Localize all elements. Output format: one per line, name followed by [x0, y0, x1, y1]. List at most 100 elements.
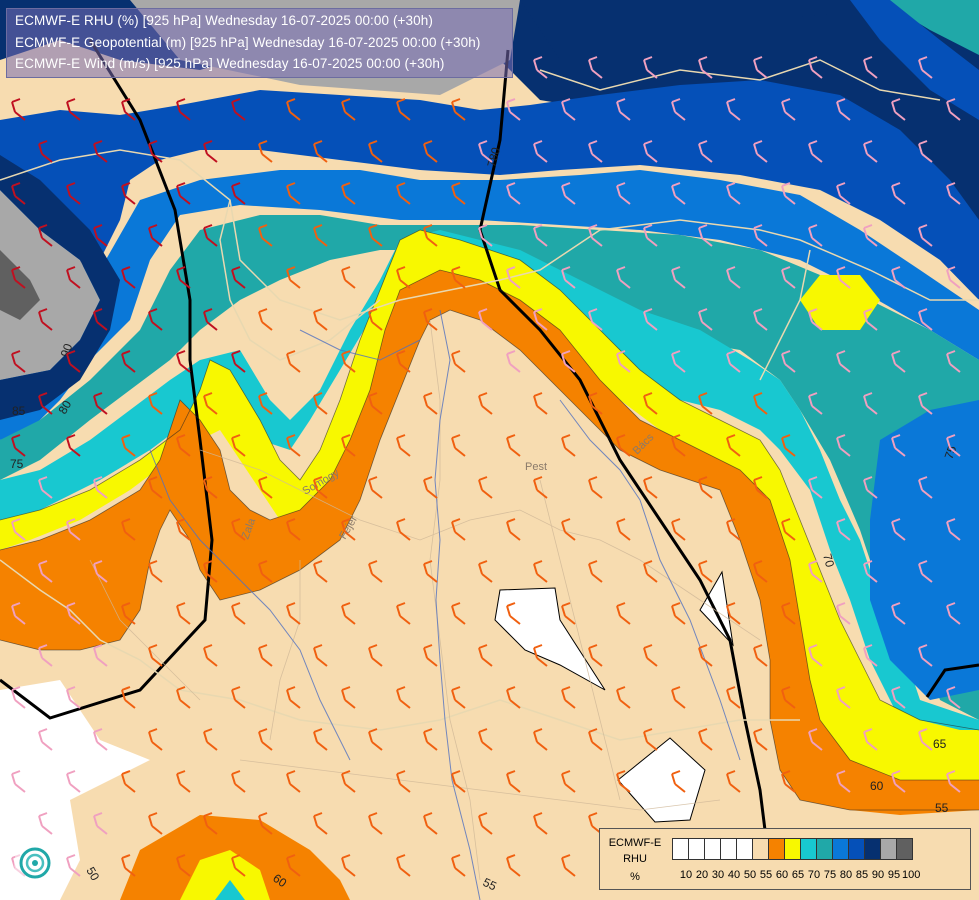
wind-barb	[863, 560, 878, 583]
wind-barb	[616, 182, 631, 205]
wind-barb	[368, 644, 383, 667]
wind-barb	[561, 854, 576, 877]
wind-barb	[781, 434, 796, 457]
wind-barb	[176, 770, 191, 793]
wind-barb	[203, 560, 218, 583]
wind-barb	[863, 56, 878, 79]
wind-barb	[231, 602, 246, 625]
wind-barb	[588, 392, 603, 415]
legend-swatch	[688, 838, 705, 860]
wind-barb	[93, 140, 108, 163]
wind-barb	[753, 392, 768, 415]
wind-barb	[451, 182, 466, 205]
wind-barb	[753, 476, 768, 499]
wind-barb	[808, 476, 823, 499]
wind-barb	[11, 350, 26, 373]
wind-barb	[616, 266, 631, 289]
wind-barb	[891, 434, 906, 457]
wind-barb	[11, 602, 26, 625]
wind-barb	[11, 770, 26, 793]
rhu-50-area-3	[617, 737, 706, 823]
legend-unit: %	[630, 871, 640, 883]
legend-swatch	[720, 838, 737, 860]
rhu-90-band-left	[0, 155, 120, 420]
legend: ECMWF-E RHU % 10 20 30 40 50 55 60 65 70 75 80 85 90…	[599, 828, 971, 890]
ecmwf-logo	[14, 842, 56, 884]
wind-barb	[451, 350, 466, 373]
wind-barb	[66, 686, 81, 709]
wind-barb	[286, 98, 301, 121]
wind-barb	[148, 140, 163, 163]
rhu-90-band	[0, 0, 979, 240]
legend-tick: 85	[855, 869, 869, 881]
wind-barb	[616, 770, 631, 793]
wind-barb	[753, 56, 768, 79]
wind-barb	[863, 308, 878, 331]
legend-tick: 95	[887, 869, 901, 881]
wind-barb	[781, 182, 796, 205]
rhu-80-blob-right	[870, 400, 979, 700]
wind-barb	[588, 140, 603, 163]
wind-barb	[698, 224, 713, 247]
legend-swatch	[704, 838, 721, 860]
wind-barb	[231, 98, 246, 121]
wind-barb	[726, 350, 741, 373]
legend-swatch	[880, 838, 897, 860]
wind-barb	[66, 434, 81, 457]
wind-barb	[836, 266, 851, 289]
wind-barb	[946, 266, 961, 289]
wind-barb	[836, 602, 851, 625]
wind-barb	[203, 476, 218, 499]
wind-barb	[643, 644, 658, 667]
wind-barb	[533, 392, 548, 415]
wind-barb	[121, 182, 136, 205]
legend-swatch	[832, 838, 849, 860]
rhu-label-50: 50	[83, 865, 102, 884]
wind-barb	[533, 140, 548, 163]
wind-barb	[38, 644, 53, 667]
wind-barb	[863, 392, 878, 415]
wind-barb	[93, 224, 108, 247]
title-box: ECMWF-E RHU (%) [925 hPa] Wednesday 16-0…	[6, 8, 513, 78]
wind-barb	[423, 392, 438, 415]
wind-barb	[698, 644, 713, 667]
wind-barb	[698, 392, 713, 415]
wind-barb	[93, 728, 108, 751]
wind-barb	[121, 266, 136, 289]
legend-ticks: 10 20 30 40 50 55 60 65 70 75 80 85 90 95 100	[678, 869, 920, 881]
wind-barb	[781, 686, 796, 709]
wind-barb	[286, 854, 301, 877]
wind-barb	[506, 686, 521, 709]
title-rhu: ECMWF-E RHU (%) [925 hPa] Wednesday 16-0…	[15, 13, 433, 28]
wind-barb	[231, 434, 246, 457]
wind-barb	[671, 266, 686, 289]
wind-barb	[451, 434, 466, 457]
wind-barb	[341, 518, 356, 541]
wind-barb	[451, 266, 466, 289]
wind-barb	[93, 308, 108, 331]
wind-barb	[533, 560, 548, 583]
legend-swatch	[848, 838, 865, 860]
wind-barb	[313, 812, 328, 835]
wind-barb	[38, 140, 53, 163]
wind-barb	[423, 644, 438, 667]
rhu-60-band	[0, 270, 979, 815]
wind-barb	[643, 392, 658, 415]
wind-barb	[561, 350, 576, 373]
wind-barb	[11, 266, 26, 289]
geopotential-780-line	[0, 39, 214, 720]
wind-barb	[588, 56, 603, 79]
wind-barb	[671, 602, 686, 625]
wind-barb	[698, 56, 713, 79]
wind-barb	[451, 518, 466, 541]
wind-barb	[286, 182, 301, 205]
wind-barb	[396, 854, 411, 877]
wind-barb	[891, 266, 906, 289]
wind-barb	[946, 770, 961, 793]
wind-barb	[176, 98, 191, 121]
wind-barb	[946, 518, 961, 541]
wind-barb	[203, 644, 218, 667]
rhu-label-80: 80	[55, 398, 74, 417]
wind-barb	[286, 518, 301, 541]
wind-barb	[38, 476, 53, 499]
